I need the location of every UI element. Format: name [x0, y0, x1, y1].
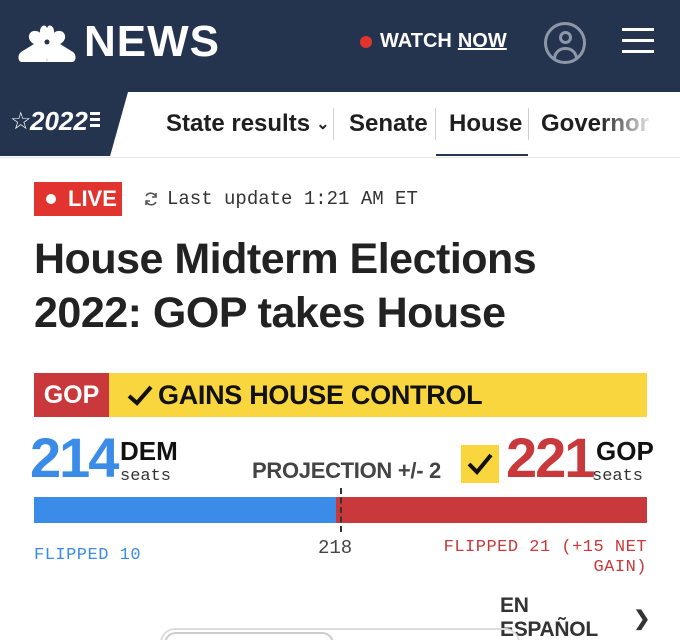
watch-label: WATCH	[380, 30, 452, 52]
election-2022-badge[interactable]: ☆ 2022	[0, 92, 128, 156]
star-icon: ☆	[10, 108, 32, 135]
gop-flipped: FLIPPED 21 (+15 NET GAIN)	[443, 538, 647, 577]
nav-item-state-results[interactable]: State results ⌄	[166, 110, 329, 139]
election-year: 2022	[30, 106, 88, 136]
chevron-down-icon: ⌄	[316, 116, 330, 133]
nav-divider	[435, 108, 436, 140]
stripes-icon	[90, 112, 100, 130]
nbc-peacock-logo-icon[interactable]	[18, 22, 76, 64]
live-label: LIVE	[68, 186, 117, 211]
control-banner: GOP GAINS HOUSE CONTROL	[34, 373, 647, 417]
winner-check-icon	[461, 445, 499, 483]
dem-flipped: FLIPPED 10	[34, 546, 142, 565]
banner-party: GOP	[34, 373, 109, 417]
majority-threshold: 218	[318, 537, 353, 559]
nav-item-house[interactable]: House	[449, 110, 523, 137]
page-title: House Midterm Elections 2022: GOP takes …	[34, 235, 537, 337]
espanol-link[interactable]: EN ESPAÑOL ❯	[500, 594, 650, 640]
gop-seat-count: 221	[506, 426, 595, 489]
live-badge: LIVE	[34, 182, 122, 216]
dem-seat-bar	[34, 497, 336, 523]
segmented-control[interactable]	[160, 628, 520, 640]
hamburger-menu-icon[interactable]	[622, 26, 654, 56]
top-header: NEWS WATCH NOW	[0, 0, 680, 92]
account-icon[interactable]	[544, 22, 586, 64]
nav-divider	[528, 108, 529, 140]
projection-label: PROJECTION +/- 2	[252, 458, 441, 483]
watch-now-label: NOW	[457, 30, 507, 52]
active-tab-indicator	[436, 154, 528, 156]
espanol-label: EN ESPAÑOL	[500, 594, 598, 640]
brand-title[interactable]: NEWS	[84, 17, 220, 66]
election-nav-bar: ☆ 2022 State results ⌄ Senate House Gover…	[0, 92, 680, 158]
watch-now-link[interactable]: WATCH NOW	[360, 30, 507, 53]
nav-item-senate[interactable]: Senate	[349, 110, 428, 137]
segmented-control-active[interactable]	[164, 632, 334, 640]
live-dot-icon	[46, 194, 56, 204]
live-dot-icon	[360, 35, 372, 48]
last-update: Last update 1:21 AM ET	[143, 188, 418, 210]
dem-seats-label: seats	[120, 467, 172, 486]
banner-text: GAINS HOUSE CONTROL	[158, 380, 483, 410]
nav-item-label: State results	[166, 110, 311, 137]
nav-scroll-fade	[600, 92, 680, 156]
refresh-icon	[145, 192, 157, 206]
dem-seat-count: 214	[30, 426, 119, 489]
chevron-right-icon: ❯	[633, 607, 651, 630]
dem-party-label: DEM	[120, 436, 178, 466]
nav-divider	[333, 108, 334, 140]
last-update-text: Last update 1:21 AM ET	[167, 188, 418, 210]
checkmark-icon	[127, 385, 153, 406]
gop-seat-bar	[335, 497, 647, 523]
majority-line	[340, 488, 342, 532]
gop-seats-label: seats	[592, 467, 644, 486]
gop-party-label: GOP	[596, 436, 654, 466]
